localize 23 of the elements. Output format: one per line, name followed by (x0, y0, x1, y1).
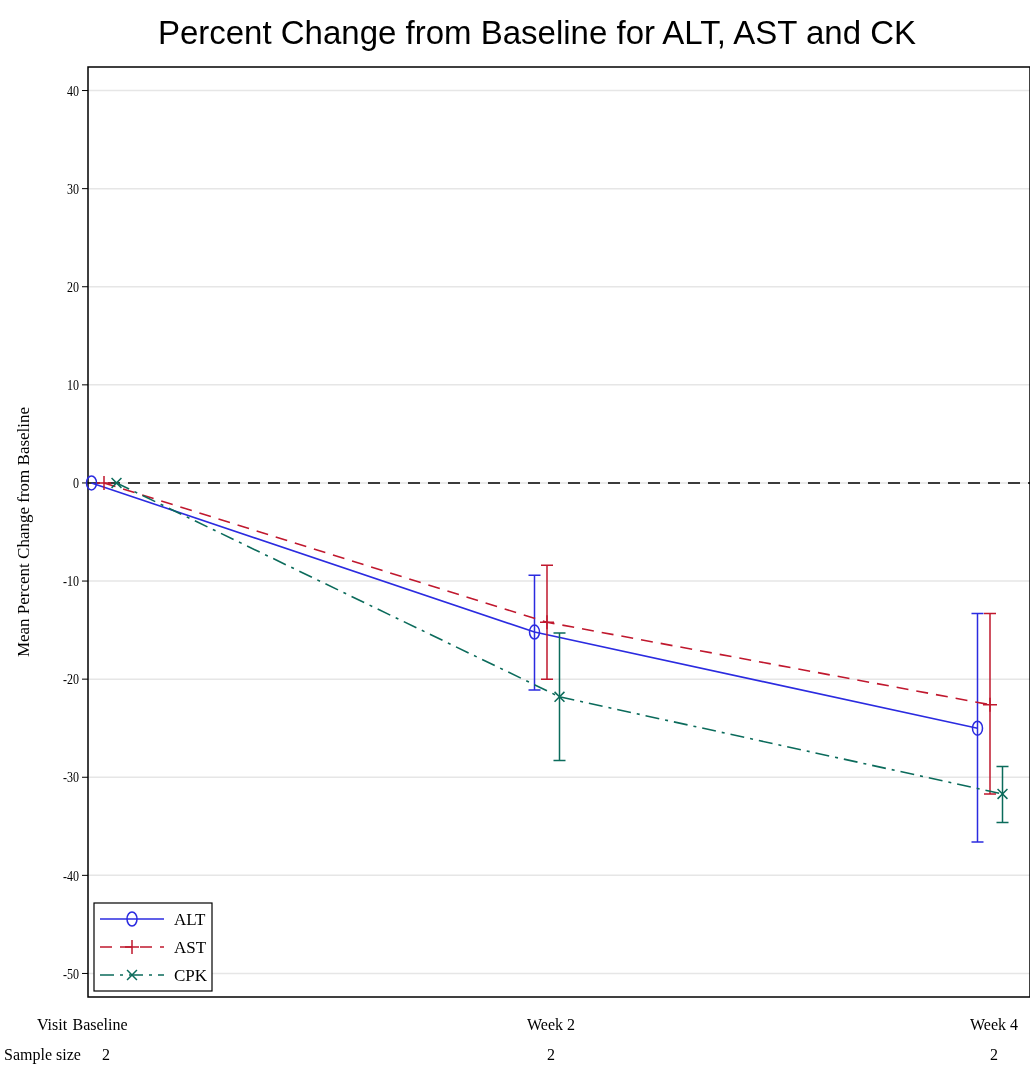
y-tick-label: -20 (63, 671, 80, 688)
y-tick-label: -50 (63, 965, 80, 983)
x-tick-label: Baseline (72, 1016, 128, 1033)
legend-label: ALT (174, 909, 207, 929)
y-tick-label: 20 (67, 278, 80, 296)
legend-label: CPK (174, 965, 208, 985)
y-tick-label: -10 (63, 573, 80, 590)
y-tick-label: -40 (63, 867, 80, 884)
text: 2 (547, 1046, 555, 1063)
y-tick-label: 40 (67, 82, 80, 100)
text: 2 (990, 1046, 998, 1063)
legend-label: AST (174, 937, 207, 957)
x-axis-title: Visit (36, 1016, 68, 1033)
x-tick-label: Week 2 (526, 1016, 576, 1033)
y-tick-label: 0 (73, 474, 80, 492)
y-tick-label: 30 (67, 180, 80, 198)
text: 2 (102, 1046, 110, 1063)
y-tick-label: -30 (63, 769, 80, 786)
x-tick-label: Week 4 (969, 1016, 1019, 1033)
y-axis-title: Mean Percent Change from Baseline (14, 406, 33, 658)
chart-title: Percent Change from Baseline for ALT, AST and CK (157, 14, 917, 51)
y-tick-label: 10 (67, 376, 80, 394)
text: Sample size (4, 1046, 81, 1064)
